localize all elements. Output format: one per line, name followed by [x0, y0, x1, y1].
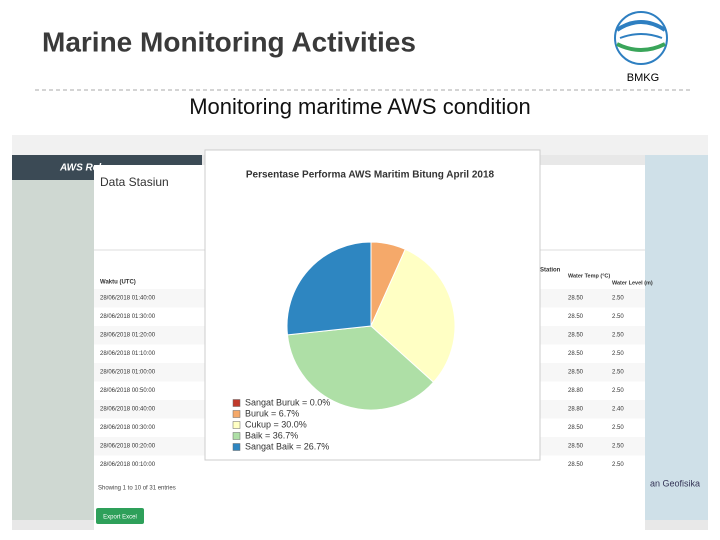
cell: 28.50 [568, 314, 584, 320]
cell: 2.50 [612, 296, 624, 302]
logo [614, 11, 668, 65]
cell: 2.50 [612, 351, 624, 357]
app-title: AWS Rekayasa [59, 163, 132, 174]
export-button[interactable] [96, 508, 144, 524]
cell: 28/06/2018 00:40:00 [100, 407, 156, 413]
cell: 2.50 [612, 370, 624, 376]
cell: 28.50 [568, 444, 584, 450]
cell: 28/06/2018 00:50:00 [100, 388, 156, 394]
column-header: Waktu (UTC) [100, 280, 136, 286]
cell: 2.50 [612, 425, 624, 431]
cell: 2.50 [612, 388, 624, 394]
column-header: Water Temp (°C) [568, 273, 610, 279]
cell: 28/06/2018 01:10:00 [100, 351, 156, 357]
legend-swatch [232, 410, 241, 418]
legend-label: Buruk = 6.7% [245, 408, 299, 418]
cell: 28/06/2018 01:00:00 [100, 370, 156, 376]
cell: 2.50 [612, 462, 624, 468]
cell: 2.50 [612, 333, 624, 339]
cell: 28.50 [568, 296, 584, 302]
table-footer: Showing 1 to 10 of 31 entries [98, 486, 176, 492]
panel-title: Data Stasiun [100, 175, 169, 189]
export-button-label[interactable]: Export Excel [103, 515, 137, 521]
cell: 28.50 [568, 462, 584, 468]
legend-swatch [232, 432, 241, 440]
column-header: Water Level (m) [612, 280, 653, 286]
cell: 28/06/2018 01:40:00 [100, 296, 156, 302]
legend-label: Sangat Baik = 26.7% [245, 441, 329, 451]
logo-text: BMKG [627, 72, 659, 84]
cell: 28.80 [568, 388, 584, 394]
cell: 2.50 [612, 444, 624, 450]
pie-slice [370, 248, 456, 383]
cell: 28.50 [568, 370, 584, 376]
column-header: Station [540, 268, 561, 274]
cell: 28/06/2018 01:30:00 [100, 314, 156, 320]
cell: 28.50 [568, 351, 584, 357]
cell: 2.50 [612, 314, 624, 320]
map-area-right [645, 155, 708, 520]
slide-subtitle: Monitoring maritime AWS condition [189, 94, 531, 119]
cell: 2.40 [612, 407, 624, 413]
map-area [12, 180, 94, 520]
legend-label: Baik = 36.7% [245, 430, 298, 440]
cell: 28/06/2018 01:20:00 [100, 333, 156, 339]
slide-title: Marine Monitoring Activities [42, 26, 416, 57]
map-footer: an Geofisika [650, 478, 700, 488]
pie-slice [286, 241, 372, 336]
legend-swatch [232, 399, 241, 407]
cell: 28/06/2018 00:10:00 [100, 462, 156, 468]
pie-slice [286, 325, 435, 411]
cell: 28.50 [568, 425, 584, 431]
legend-label: Cukup = 30.0% [245, 419, 307, 429]
chart-popup: Persentase Performa AWS Maritim Bitung A… [204, 149, 541, 461]
legend-swatch [232, 421, 241, 429]
cell: 28.80 [568, 407, 584, 413]
legend-label: Sangat Buruk = 0.0% [245, 397, 330, 407]
legend-swatch [232, 443, 241, 451]
chart-title: Persentase Performa AWS Maritim Bitung A… [246, 170, 495, 181]
cell: 28/06/2018 00:20:00 [100, 444, 156, 450]
cell: 28/06/2018 00:30:00 [100, 425, 156, 431]
cell: 28.50 [568, 333, 584, 339]
